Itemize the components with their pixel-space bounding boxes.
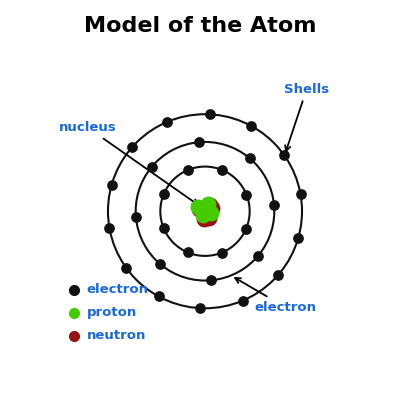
Point <box>206 215 212 221</box>
Point <box>184 249 191 256</box>
Point <box>196 139 202 146</box>
Point <box>161 190 167 197</box>
Point <box>274 272 281 279</box>
Point <box>209 204 216 211</box>
Point <box>196 206 202 212</box>
Point <box>203 206 210 212</box>
Point <box>248 123 255 129</box>
Point <box>295 234 302 241</box>
Point <box>108 182 115 188</box>
Point <box>200 216 207 222</box>
Point <box>240 298 246 304</box>
Point <box>185 167 192 173</box>
Point <box>280 152 287 158</box>
Point <box>160 225 167 231</box>
Point <box>123 265 130 271</box>
Point <box>129 144 136 150</box>
Point <box>255 252 261 259</box>
Text: Shells: Shells <box>284 83 329 151</box>
Point <box>106 225 113 231</box>
Point <box>243 191 250 198</box>
Point <box>271 202 277 208</box>
Point <box>195 204 202 210</box>
Point <box>219 167 226 173</box>
Point <box>199 212 206 218</box>
Point <box>207 202 213 208</box>
Point <box>297 191 304 198</box>
Text: electron: electron <box>235 278 316 314</box>
Point <box>208 210 214 216</box>
Point <box>246 155 253 161</box>
Point <box>207 111 213 118</box>
Point <box>157 261 164 268</box>
Text: electron: electron <box>86 283 148 296</box>
Point <box>218 250 225 256</box>
Point <box>155 293 162 300</box>
Text: neutron: neutron <box>86 330 146 342</box>
Text: nucleus: nucleus <box>59 121 198 205</box>
Point <box>243 226 249 232</box>
Point <box>205 201 211 207</box>
Text: Model of the Atom: Model of the Atom <box>84 16 316 36</box>
Point <box>164 119 170 125</box>
Point <box>197 305 203 311</box>
Text: proton: proton <box>86 306 137 319</box>
Point <box>149 164 155 170</box>
Point <box>133 214 139 220</box>
Point <box>208 277 214 284</box>
